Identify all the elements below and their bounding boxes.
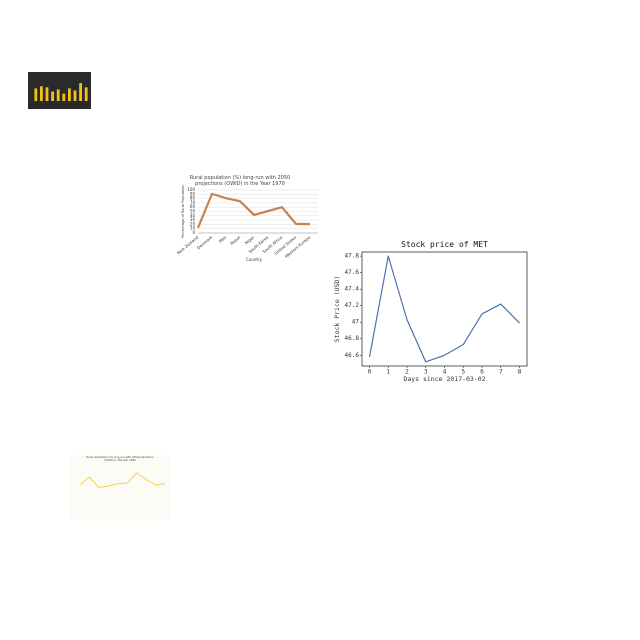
x-tick-label: Nepal [229, 235, 241, 246]
bar [79, 83, 82, 101]
thumb-background [70, 455, 170, 520]
x-tick-label: Niger [244, 234, 256, 245]
line [196, 192, 310, 229]
x-tick-label: 0 [368, 369, 372, 376]
bar [45, 87, 49, 101]
y-tick-label: 100 [187, 187, 195, 192]
y-tick-label: 60 [190, 204, 196, 209]
x-tick-label: 7 [499, 369, 503, 376]
bar [68, 88, 71, 101]
y-tick-label: 70 [190, 200, 196, 205]
y-tick-label: 20 [190, 221, 196, 226]
bar [56, 89, 60, 101]
x-tick-label: Denmark [196, 234, 214, 250]
bar [40, 86, 43, 101]
x-tick-label: 5 [461, 369, 465, 376]
bar [62, 93, 66, 101]
y-tick-label: 47 [352, 319, 360, 326]
y-tick-label: 50 [190, 209, 196, 214]
y-tick-label: 46.8 [345, 335, 360, 342]
y-tick-label: 46.6 [345, 352, 360, 359]
bar [34, 88, 38, 101]
x-tick-label: 8 [518, 369, 522, 376]
x-axis-label: Days since 2017-03-02 [403, 375, 485, 383]
y-tick-label: 47.6 [345, 269, 360, 276]
y-tick-label: 47.8 [345, 253, 360, 260]
y-axis-label: Stock Price (USD) [333, 276, 341, 343]
x-tick-label: 4 [443, 369, 447, 376]
chart-title: Rural population (%) long-run with 2050 … [86, 456, 154, 463]
x-tick-label: 3 [424, 369, 428, 376]
x-tick-label: 2 [405, 369, 409, 376]
bar [51, 91, 54, 101]
line [368, 255, 520, 363]
line [79, 472, 166, 488]
y-tick-label: 40 [190, 213, 196, 218]
x-tick-label: Mali [218, 235, 227, 244]
bar [73, 90, 77, 101]
y-tick-label: 47.2 [345, 302, 360, 309]
y-tick-label: 80 [190, 196, 196, 201]
chart-title: Stock price of MET [401, 240, 488, 249]
x-axis-label: Country [246, 257, 263, 262]
y-tick-label: 90 [190, 191, 196, 196]
y-axis-label: Percentage of Rural Population [181, 185, 185, 239]
plot-frame [361, 251, 528, 367]
bar [84, 87, 88, 101]
y-tick-label: 10 [190, 226, 196, 231]
x-tick-label: New Zealand [176, 234, 200, 255]
y-tick-label: 47.4 [345, 286, 360, 293]
x-tick-label: 6 [480, 369, 484, 376]
x-tick-label: 1 [386, 369, 390, 376]
chart-title: Rural population (%) long-run with 2050 … [189, 175, 291, 187]
y-tick-label: 0 [192, 230, 195, 235]
y-tick-label: 30 [190, 217, 196, 222]
x-tick-label: Western Europe [284, 234, 312, 259]
